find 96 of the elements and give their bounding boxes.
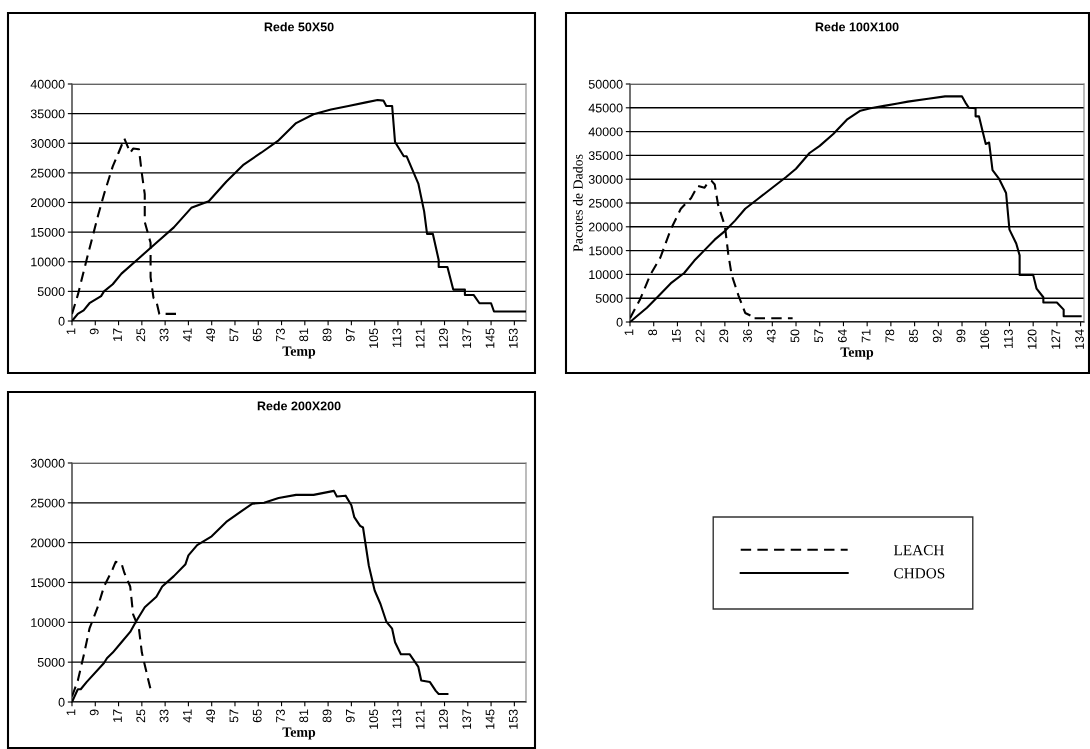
x-tick-label: 92: [932, 329, 942, 343]
y-tick-label: 20000: [30, 538, 65, 548]
x-tick-label: 145: [485, 328, 495, 348]
y-tick-label: 25000: [30, 168, 65, 178]
y-tick-label: 5000: [595, 294, 623, 303]
x-tick-label: 29: [719, 329, 729, 343]
x-tick-label: 121: [415, 328, 425, 348]
y-tick-label: 40000: [30, 79, 65, 89]
x-tick-label: 49: [206, 709, 216, 723]
x-tick-label: 9: [89, 709, 99, 716]
x-tick-label: 65: [252, 709, 262, 723]
x-tick-label: 50: [790, 329, 800, 343]
x-tick-label: 85: [909, 329, 918, 343]
x-tick-label: 81: [299, 328, 309, 342]
x-tick-label: 71: [861, 329, 871, 343]
x-tick-label: 153: [508, 709, 518, 729]
x-tick-label: 41: [183, 709, 192, 723]
x-tick-label: 105: [369, 709, 379, 729]
x-tick-label: 33: [159, 328, 169, 342]
y-tick-label: 0: [616, 317, 623, 327]
y-tick-label: 25000: [30, 498, 65, 508]
x-tick-label: 57: [814, 329, 824, 343]
x-tick-label: 89: [322, 328, 332, 342]
x-tick-label: 1: [66, 328, 76, 334]
x-tick-label: 81: [299, 709, 309, 723]
y-tick-label: 45000: [588, 103, 623, 113]
chart-title: Rede 100X100: [815, 22, 899, 32]
x-axis-title: Temp: [282, 727, 316, 740]
y-tick-label: 10000: [31, 618, 65, 627]
chart-title: Rede 50X50: [264, 22, 334, 32]
x-tick-label: 8: [648, 329, 658, 336]
y-tick-label: 10000: [31, 257, 65, 267]
x-tick-label: 57: [229, 328, 239, 342]
x-tick-label: 25: [136, 328, 146, 342]
x-tick-label: 113: [392, 328, 402, 347]
y-tick-label: 40000: [588, 127, 623, 137]
y-tick-label: 35000: [30, 109, 65, 119]
x-tick-label: 99: [956, 329, 966, 343]
y-tick-label: 20000: [30, 198, 65, 208]
y-tick-label: 15000: [589, 246, 623, 256]
x-tick-label: 97: [345, 328, 355, 342]
y-tick-label: 25000: [588, 198, 623, 208]
y-tick-label: 10000: [589, 270, 623, 280]
x-tick-label: 36: [743, 329, 752, 343]
y-tick-label: 35000: [588, 151, 623, 161]
x-tick-label: 22: [695, 329, 705, 343]
y-tick-label: 5000: [37, 287, 65, 297]
x-tick-label: 73: [276, 328, 285, 342]
x-tick-label: 137: [462, 328, 472, 348]
x-tick-label: 97: [345, 709, 355, 723]
x-tick-label: 113: [392, 709, 402, 728]
x-tick-label: 127: [1051, 329, 1061, 349]
x-tick-label: 137: [462, 709, 472, 729]
x-tick-label: 33: [159, 709, 169, 723]
x-tick-label: 1: [624, 329, 634, 335]
x-tick-label: 105: [369, 328, 379, 348]
x-tick-label: 129: [439, 709, 448, 729]
x-tick-label: 41: [183, 328, 192, 342]
text: CHDOS: [894, 568, 945, 579]
y-tick-label: 5000: [37, 657, 65, 667]
x-axis-title: Temp: [282, 346, 316, 359]
x-tick-label: 1: [66, 709, 76, 715]
x-tick-label: 73: [276, 709, 285, 723]
x-tick-label: 43: [766, 329, 776, 343]
x-tick-label: 64: [837, 329, 847, 343]
y-tick-label: 15000: [31, 578, 65, 588]
text: LEACH: [893, 545, 944, 556]
y-tick-label: 30000: [30, 458, 65, 468]
x-tick-label: 89: [322, 709, 332, 723]
x-tick-label: 145: [485, 709, 495, 729]
x-tick-label: 106: [980, 329, 990, 349]
y-axis-title: Pacotes de Dados: [572, 154, 583, 252]
x-tick-label: 49: [206, 328, 216, 342]
x-axis-title: Temp: [840, 347, 874, 360]
x-tick-label: 17: [113, 709, 122, 722]
y-tick-label: 50000: [588, 79, 623, 89]
y-tick-label: 20000: [588, 222, 623, 232]
x-tick-label: 65: [252, 328, 262, 342]
x-tick-label: 9: [89, 328, 99, 335]
y-tick-label: 0: [58, 316, 65, 326]
x-tick-label: 153: [508, 328, 518, 348]
y-tick-label: 30000: [30, 139, 65, 148]
x-tick-label: 57: [229, 709, 239, 723]
y-tick-label: 30000: [588, 175, 623, 184]
x-tick-label: 17: [113, 328, 122, 341]
x-tick-label: 78: [885, 329, 895, 343]
x-tick-label: 134: [1075, 329, 1084, 349]
y-tick-label: 15000: [31, 227, 65, 237]
x-tick-label: 120: [1027, 329, 1037, 349]
x-tick-label: 129: [439, 328, 448, 348]
x-tick-label: 25: [136, 709, 146, 723]
chart-title: Rede 200X200: [257, 401, 341, 411]
x-tick-label: 113: [1003, 329, 1013, 348]
y-tick-label: 0: [58, 697, 65, 707]
x-tick-label: 121: [415, 709, 425, 729]
x-tick-label: 15: [672, 329, 681, 342]
